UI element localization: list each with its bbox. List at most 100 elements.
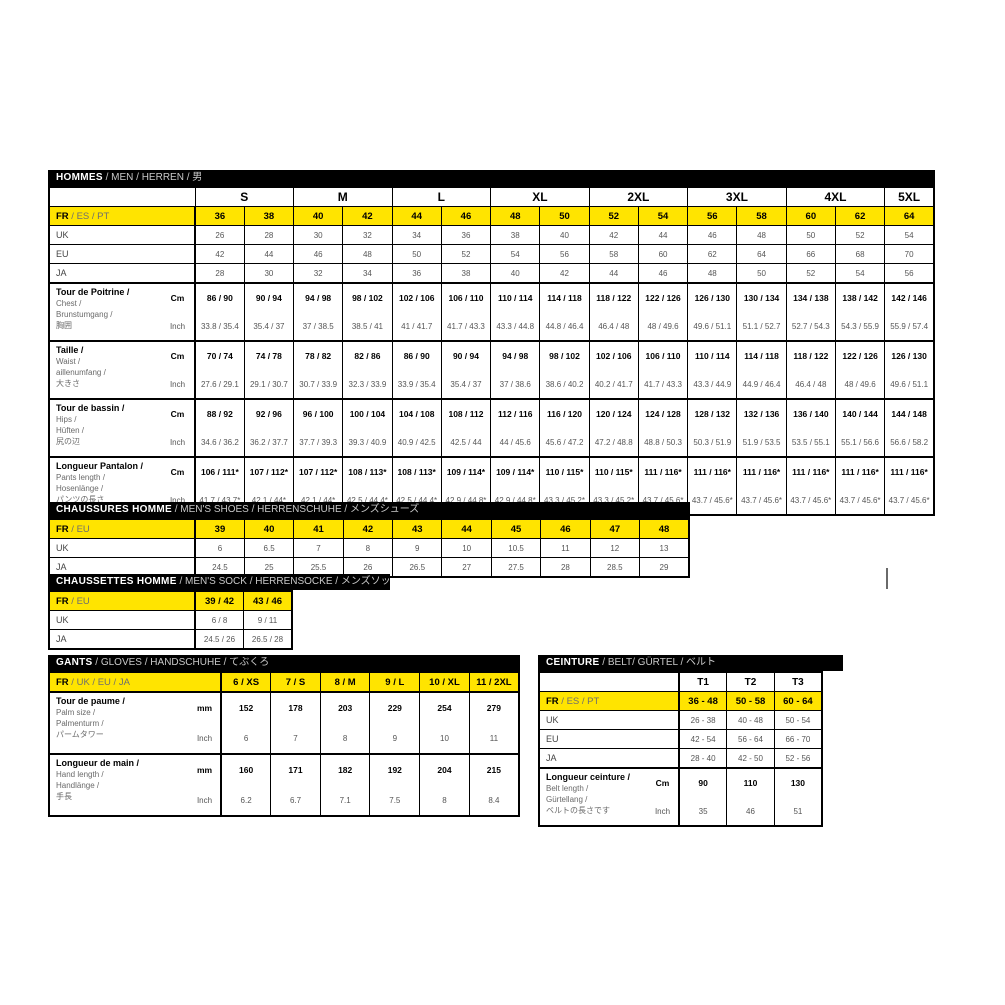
socks-title-band: CHAUSSETTES HOMME / MEN'S SOCK / HERRENS… bbox=[48, 574, 390, 590]
size-value: 52 bbox=[588, 206, 639, 226]
measure-value: 110 / 115* bbox=[588, 456, 639, 486]
measure-value: 118 / 122 bbox=[785, 340, 836, 370]
size-value: 54 bbox=[490, 244, 541, 264]
size-group-header: 3XL bbox=[687, 186, 787, 207]
corner-cell bbox=[48, 186, 196, 207]
measure-value: 27.6 / 29.1 bbox=[193, 370, 245, 400]
measure-value: 128 / 132 bbox=[687, 398, 738, 428]
size-value: 36 bbox=[193, 206, 245, 226]
size-value: 60 bbox=[785, 206, 836, 226]
unit-label: mm bbox=[189, 691, 222, 723]
unit-label: Cm bbox=[647, 767, 680, 797]
measure-value: 7 bbox=[270, 723, 321, 755]
label-line: パームタワー bbox=[56, 730, 104, 739]
unit-label: Inch bbox=[189, 723, 222, 755]
measure-value: 30.7 / 33.9 bbox=[293, 370, 344, 400]
label-line: Chest / bbox=[56, 299, 82, 308]
measure-value: 43.7 / 45.6* bbox=[834, 486, 886, 516]
size-value: 30 bbox=[293, 225, 344, 245]
size-group-header: 5XL bbox=[884, 186, 935, 207]
size-value: 54 bbox=[884, 225, 935, 245]
measure-value: 43.7 / 45.6* bbox=[736, 486, 787, 516]
unit-label: Inch bbox=[161, 428, 196, 458]
measure-value: 7.5 bbox=[369, 785, 421, 817]
measure-value: 109 / 114* bbox=[490, 456, 541, 486]
measure-value: 90 bbox=[678, 767, 728, 797]
size-value: 9 / 11 bbox=[243, 610, 293, 630]
measure-value: 122 / 126 bbox=[834, 340, 886, 370]
measure-value: 142 / 146 bbox=[884, 282, 935, 312]
label-rest: / EU bbox=[68, 523, 90, 535]
unit-label: Cm bbox=[161, 398, 196, 428]
measure-value: 43.7 / 45.6* bbox=[884, 486, 935, 516]
size-value: 56 - 64 bbox=[726, 729, 775, 749]
fr-row-label: FR / EU bbox=[48, 518, 196, 539]
size-value: 42 - 50 bbox=[726, 748, 775, 769]
measure-value: 111 / 116* bbox=[736, 456, 787, 486]
size-value: 8 / M bbox=[319, 671, 371, 693]
measure-value: 47.2 / 48.8 bbox=[588, 428, 639, 458]
measure-value: 110 / 114 bbox=[687, 340, 738, 370]
size-value: 60 - 64 bbox=[773, 691, 823, 711]
measure-value: 136 / 140 bbox=[785, 398, 836, 428]
measure-value: 51.9 / 53.5 bbox=[736, 428, 787, 458]
measure-value: 111 / 116* bbox=[884, 456, 935, 486]
measure-value: 111 / 116* bbox=[687, 456, 738, 486]
measure-value: 134 / 138 bbox=[785, 282, 836, 312]
size-value: 34 bbox=[342, 263, 393, 284]
measure-value: 111 / 116* bbox=[637, 456, 689, 486]
size-value: 26 - 38 bbox=[678, 710, 728, 730]
measure-value: 43.3 / 44.8 bbox=[490, 312, 541, 342]
label-line: 尻の辺 bbox=[56, 437, 80, 446]
size-value: 27.5 bbox=[490, 557, 542, 578]
size-value: 50 bbox=[539, 206, 590, 226]
label-line: Waist / bbox=[56, 357, 81, 366]
measure-value: 41.7 / 43.3 bbox=[637, 370, 689, 400]
size-value: 6 / XS bbox=[220, 671, 272, 693]
measure-value: 192 bbox=[369, 753, 421, 785]
measure-value: 144 / 148 bbox=[884, 398, 935, 428]
measure-value: 36.2 / 37.7 bbox=[243, 428, 295, 458]
shoes-title-sub: / MEN'S SHOES / HERRENSCHUHE / メンズシューズ bbox=[171, 504, 420, 515]
shoes-size-table: FR / EU 39 40 41 42 43 44 45 46 47 48 UK 6 6.5 7 8 9 10 10… bbox=[48, 518, 690, 578]
size-value: 7 / S bbox=[270, 671, 321, 693]
row-label: EU bbox=[48, 244, 196, 264]
label-line: Palm size / bbox=[56, 708, 96, 717]
measure-value: 124 / 128 bbox=[637, 398, 689, 428]
belt-size-header: T1 bbox=[678, 671, 728, 692]
size-value: 66 bbox=[785, 244, 836, 264]
men-title: HOMMES bbox=[56, 172, 103, 183]
label-line: Tour de paume / bbox=[56, 696, 125, 706]
size-value: 47 bbox=[589, 518, 641, 539]
size-value: 28.5 bbox=[589, 557, 641, 578]
size-value: 50 - 54 bbox=[773, 710, 823, 730]
size-value: 40 bbox=[293, 206, 344, 226]
size-group-header: M bbox=[293, 186, 393, 207]
measure-value: 8.4 bbox=[468, 785, 520, 817]
size-value: 38 bbox=[243, 206, 295, 226]
row-label: UK bbox=[48, 538, 196, 558]
corner-cell bbox=[538, 671, 680, 692]
label-rest: / EU bbox=[68, 595, 90, 607]
gloves-section: GANTS / GLOVES / HANDSCHUHE / てぶくろ FR / … bbox=[48, 655, 520, 817]
size-value: 27 bbox=[441, 557, 492, 578]
label-line: Longueur de main / bbox=[56, 758, 140, 768]
measure-value: 82 / 86 bbox=[342, 340, 393, 370]
size-value: 28 bbox=[193, 263, 245, 284]
measure-value: 50.3 / 51.9 bbox=[687, 428, 738, 458]
size-value: 56 bbox=[884, 263, 935, 284]
measure-value: 48 / 49.6 bbox=[834, 370, 886, 400]
measure-value: 43.7 / 45.6* bbox=[687, 486, 738, 516]
unit-label: Inch bbox=[189, 785, 222, 817]
size-value: 48 bbox=[736, 225, 787, 245]
measure-label: Longueur ceinture / Belt length / Gürtella… bbox=[538, 767, 647, 826]
measure-value: 98 / 102 bbox=[539, 340, 590, 370]
measure-value: 94 / 98 bbox=[490, 340, 541, 370]
measure-value: 39.3 / 40.9 bbox=[342, 428, 393, 458]
label-line: Hand length / bbox=[56, 770, 104, 779]
size-value: 54 bbox=[834, 263, 886, 284]
belt-title: CEINTURE bbox=[546, 657, 600, 668]
size-value: 68 bbox=[834, 244, 886, 264]
label-line: Hüften / bbox=[56, 426, 85, 435]
measure-value: 90 / 94 bbox=[243, 282, 295, 312]
